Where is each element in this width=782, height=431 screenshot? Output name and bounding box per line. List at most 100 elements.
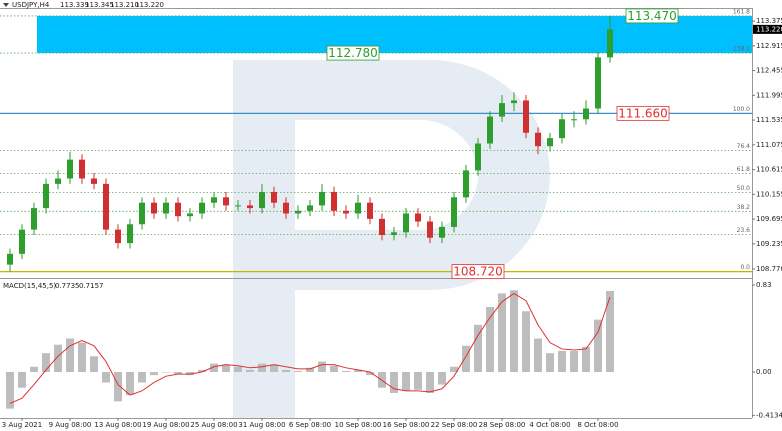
y-tick-label: 108.770 (756, 265, 782, 273)
candle-body (259, 191, 265, 209)
candle-body (31, 208, 37, 230)
macd-histogram-bar (174, 372, 182, 375)
candle-body (367, 202, 373, 219)
candle-body (175, 202, 181, 217)
macd-histogram-bar (510, 290, 518, 372)
macd-histogram-bar (462, 345, 470, 372)
candle-body (271, 191, 277, 203)
candle-body (163, 202, 169, 214)
macd-histogram-bar (102, 372, 110, 383)
symbol-title: USDJPY,H4 (12, 1, 50, 9)
y-tick-label: 111.075 (756, 141, 782, 149)
candle-body (91, 178, 97, 184)
price-label: 113.470 (627, 9, 677, 23)
candle-body (55, 178, 61, 184)
macd-histogram-bar (318, 361, 326, 372)
y-tick-label: 113.375 (756, 17, 782, 25)
last-price-label: 113.220 (756, 25, 782, 33)
macd-histogram-bar (438, 372, 446, 385)
macd-signal-line (9, 292, 611, 404)
macd-histogram-bar (534, 338, 542, 372)
candle-body (343, 210, 349, 214)
macd-histogram-bar (330, 365, 338, 372)
x-tick-label: 10 Sep 08:00 (335, 421, 382, 429)
candle-body (427, 221, 433, 238)
quote-value: 113.339 (60, 1, 89, 9)
macd-histogram-bar (138, 372, 146, 383)
watermark (233, 60, 550, 418)
macd-histogram-bar (42, 353, 50, 372)
candle-body (415, 213, 421, 222)
macd-histogram-bar (30, 366, 38, 372)
candle-body (103, 183, 109, 230)
candle-body (115, 229, 121, 244)
candle-body (463, 170, 469, 198)
price-label: 111.660 (618, 106, 668, 120)
candle-body (355, 202, 361, 214)
candle-body (547, 138, 553, 147)
x-tick-label: 6 Sep 08:00 (289, 421, 331, 429)
macd-histogram-bar (6, 372, 14, 409)
y-tick-label: 110.615 (756, 166, 782, 174)
candle-body (187, 213, 193, 217)
candle-body (319, 191, 325, 206)
macd-histogram-bar (486, 307, 494, 372)
macd-histogram-bar (306, 367, 314, 372)
menu-arrow[interactable] (3, 3, 9, 7)
macd-histogram-bar (366, 372, 374, 376)
macd-histogram-bar (282, 369, 290, 372)
candle-body (127, 224, 133, 244)
candle-body (139, 202, 145, 225)
fib-level-label: 76.4 (737, 143, 751, 150)
y-tick-label: 112.915 (756, 42, 782, 50)
quote-value: 113.220 (135, 1, 164, 9)
macd-histogram-bar (18, 372, 26, 388)
candle-body (223, 197, 229, 206)
fib-level-label: 61.8 (737, 166, 751, 173)
y-tick-label: 111.535 (756, 116, 782, 124)
y-tick-label: 112.455 (756, 67, 782, 75)
macd-histogram-bar (450, 366, 458, 372)
y-tick-label: 0.00 (756, 368, 772, 376)
macd-histogram-bar (474, 324, 482, 372)
x-tick-label: 9 Aug 08:00 (49, 421, 92, 429)
macd-histogram-bar (198, 369, 206, 372)
candle-body (235, 205, 241, 207)
macd-histogram-bar (342, 370, 350, 372)
macd-histogram-bar (354, 369, 362, 372)
candle-body (43, 183, 49, 209)
y-tick-label: 109.695 (756, 215, 782, 223)
candle-body (199, 202, 205, 214)
macd-histogram-bar (126, 372, 134, 396)
macd-histogram-bar (570, 351, 578, 372)
macd-histogram-bar (114, 372, 122, 402)
candle-body (151, 202, 157, 214)
macd-value: 0.7735 (55, 282, 80, 290)
macd-histogram-bar (558, 351, 566, 372)
candle-body (331, 191, 337, 211)
candle-body (247, 205, 253, 209)
candle-body (583, 108, 589, 120)
fib-level-label: 161.8 (733, 8, 750, 15)
macd-histogram-bar (78, 342, 86, 372)
macd-histogram-bar (90, 356, 98, 372)
macd-histogram-bar (270, 364, 278, 372)
macd-signal-value: 0.7157 (79, 282, 104, 290)
candle-body (523, 100, 529, 133)
x-tick-label: 22 Sep 08:00 (431, 421, 478, 429)
fib-level-label: 50.0 (737, 185, 751, 192)
x-tick-label: 4 Oct 08:00 (529, 421, 570, 429)
candle-body (79, 159, 85, 179)
macd-histogram-bar (582, 346, 590, 372)
price-label: 112.780 (328, 46, 378, 60)
price-label-box (326, 45, 380, 61)
x-tick-label: 3 Aug 2021 (2, 421, 42, 429)
candle-body (511, 100, 517, 104)
candle-body (391, 232, 397, 236)
y-tick-label: 109.235 (756, 240, 782, 248)
macd-histogram-bar (186, 372, 194, 376)
macd-histogram-bar (210, 363, 218, 372)
candle-body (283, 202, 289, 214)
last-price-box (753, 24, 782, 34)
